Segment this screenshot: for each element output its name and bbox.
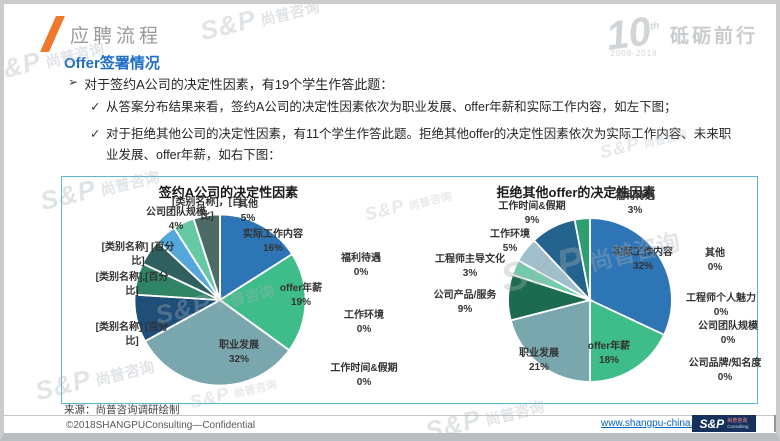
pie-slice-label: 公司团队规模 4% [146, 207, 206, 232]
check-item: ✓ 从答案分布结果来看，签约A公司的决定性因素依次为职业发展、offer年薪和实… [90, 97, 742, 118]
pie-slice-label: 工作环境 5% [490, 229, 530, 254]
check-icon: ✓ [90, 127, 101, 141]
pie-slice-label: 工程师个人魅力 0% [686, 293, 756, 318]
sp-logo-text: S&P [699, 416, 725, 431]
pie-slice-label: 其他 0% [705, 248, 725, 273]
bullet-text: 对于签约A公司的决定性因素，有19个学生作答此题： [84, 77, 394, 92]
pie-chart-reject-other-offer [507, 217, 673, 383]
chart-title: 签约A公司的决定性因素 [158, 185, 299, 200]
pie-slice-label: 工程师主导文化 3% [435, 254, 505, 279]
chart-area-box: 签约A公司的决定性因素 [类别名称]，[百 比] 公司团队规模 4% 其他 5% 实际… [61, 176, 762, 404]
pie-slice-label: 福利待遇 3% [615, 191, 655, 216]
check-icon: ✓ [90, 100, 101, 114]
footer-gray-square [774, 415, 776, 432]
pie-slice-label: offer年薪 18% [587, 341, 631, 366]
pie-slice-label: 职业发展 32% [219, 340, 259, 365]
pie-slice-label: 实际工作内容 32% [613, 247, 673, 272]
section-title: 应聘流程 [70, 26, 163, 47]
sp-logo-en: Consulting [727, 423, 749, 429]
pie-slice-label: [类别名称] [百分 比] [101, 242, 175, 267]
pie-slice-label: [类别名称]，[百 比] [172, 197, 242, 222]
check-item: ✓ 对于拒绝其他公司的决定性因素，有11个学生作答此题。拒绝其他offer的决定… [90, 124, 742, 166]
footer-divider [4, 415, 776, 416]
source-note: 来源：尚普咨询调研绘制 [64, 404, 180, 416]
anniversary-slogan: 砥砺前行 [669, 25, 758, 47]
pie-slice-label: 职业发展 21% [519, 348, 559, 373]
watermark: S&P 尚普咨询 [197, 0, 322, 47]
arrow-bullet-icon: ➢ [68, 75, 79, 89]
chart-panel-reject-other-offer: 拒绝其他offer的决定性因素 工作时间&假期 9% 福利待遇 3% 工作环境 5% … [395, 177, 762, 403]
check-text: 从答案分布结果来看，签约A公司的决定性因素依次为职业发展、offer年薪和实际工… [106, 100, 677, 114]
check-text: 对于拒绝其他公司的决定性因素，有11个学生作答此题。拒绝其他offer的决定性因… [106, 127, 732, 162]
slash-icon [39, 16, 66, 52]
anniversary-10-icon: 10th [603, 9, 661, 59]
bullet-item: ➢ 对于签约A公司的决定性因素，有19个学生作答此题： [68, 74, 738, 93]
anniversary-years: 2008-2018 [610, 49, 658, 59]
pie-chart-sign-company-a [133, 213, 307, 387]
pie-slice-label: 实际工作内容 16% [243, 229, 303, 254]
pie-slice-label: 公司品牌/知名度 0% [688, 358, 762, 383]
pie-slice-label: 工作时间&假期 0% [330, 363, 398, 388]
pie-slice-label: [类别名称] [百分 比] [95, 322, 169, 347]
sp-logo: S&P 尚普咨询 Consulting [692, 415, 756, 432]
pie-slice-label: 公司团队规模 0% [698, 321, 758, 346]
chart-title: 拒绝其他offer的决定性因素 [496, 185, 656, 200]
pie-slice-label: [类别名称],[百分 比] [95, 272, 169, 297]
pie-slice-label: 公司产品/服务 9% [433, 290, 497, 315]
website-link[interactable]: www.shangpu-china.com [601, 418, 713, 429]
pie-slice-label: offer年薪 19% [279, 283, 323, 308]
pie-slice-label: 工作环境 0% [344, 310, 384, 335]
anniversary-logo: 10th 2008-2018 砥砺前行 [603, 9, 758, 59]
copyright-text: ©2018SHANGPUConsulting—Confidential [66, 420, 256, 431]
sp-logo-cn: 尚普咨询 [727, 417, 748, 424]
sub-bullet-list: ✓ 从答案分布结果来看，签约A公司的决定性因素依次为职业发展、offer年薪和实… [90, 97, 742, 172]
pie-slice-label: 福利待遇 0% [341, 253, 381, 278]
page-subtitle: Offer签署情况 [64, 55, 160, 72]
pie-slice-label: 其他 5% [238, 199, 258, 224]
chart-panel-sign-company-a: 签约A公司的决定性因素 [类别名称]，[百 比] 公司团队规模 4% 其他 5% 实际… [62, 177, 398, 403]
pie-slice-label: 工作时间&假期 9% [498, 201, 566, 226]
